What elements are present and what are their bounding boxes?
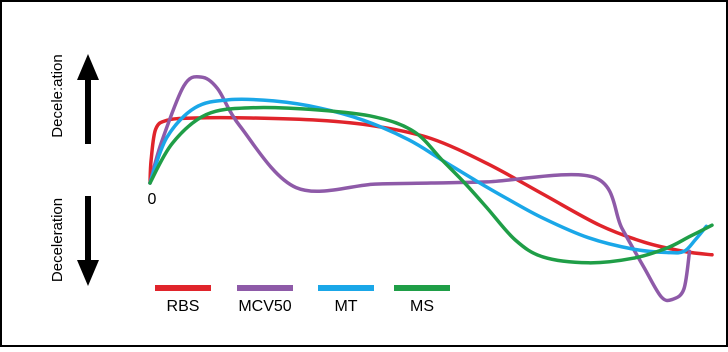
series-line-mt [148, 97, 709, 255]
upper-axis-label: Decele:ation [49, 54, 66, 137]
lower-arrow-icon [77, 196, 99, 286]
series-line-mcv50 [148, 74, 692, 303]
legend: RBS MCV50 MT MS [155, 285, 450, 315]
series-layer [148, 74, 714, 303]
legend-label-mcv50: MCV50 [238, 298, 291, 315]
upper-arrow-icon [77, 54, 99, 144]
origin-label: 0 [148, 191, 157, 208]
legend-label-ms: MS [410, 298, 434, 315]
legend-label-rbs: RBS [167, 298, 200, 315]
series-line-ms [148, 105, 714, 265]
legend-label-mt: MT [334, 298, 357, 315]
lower-axis-label: Deceleration [49, 198, 66, 282]
